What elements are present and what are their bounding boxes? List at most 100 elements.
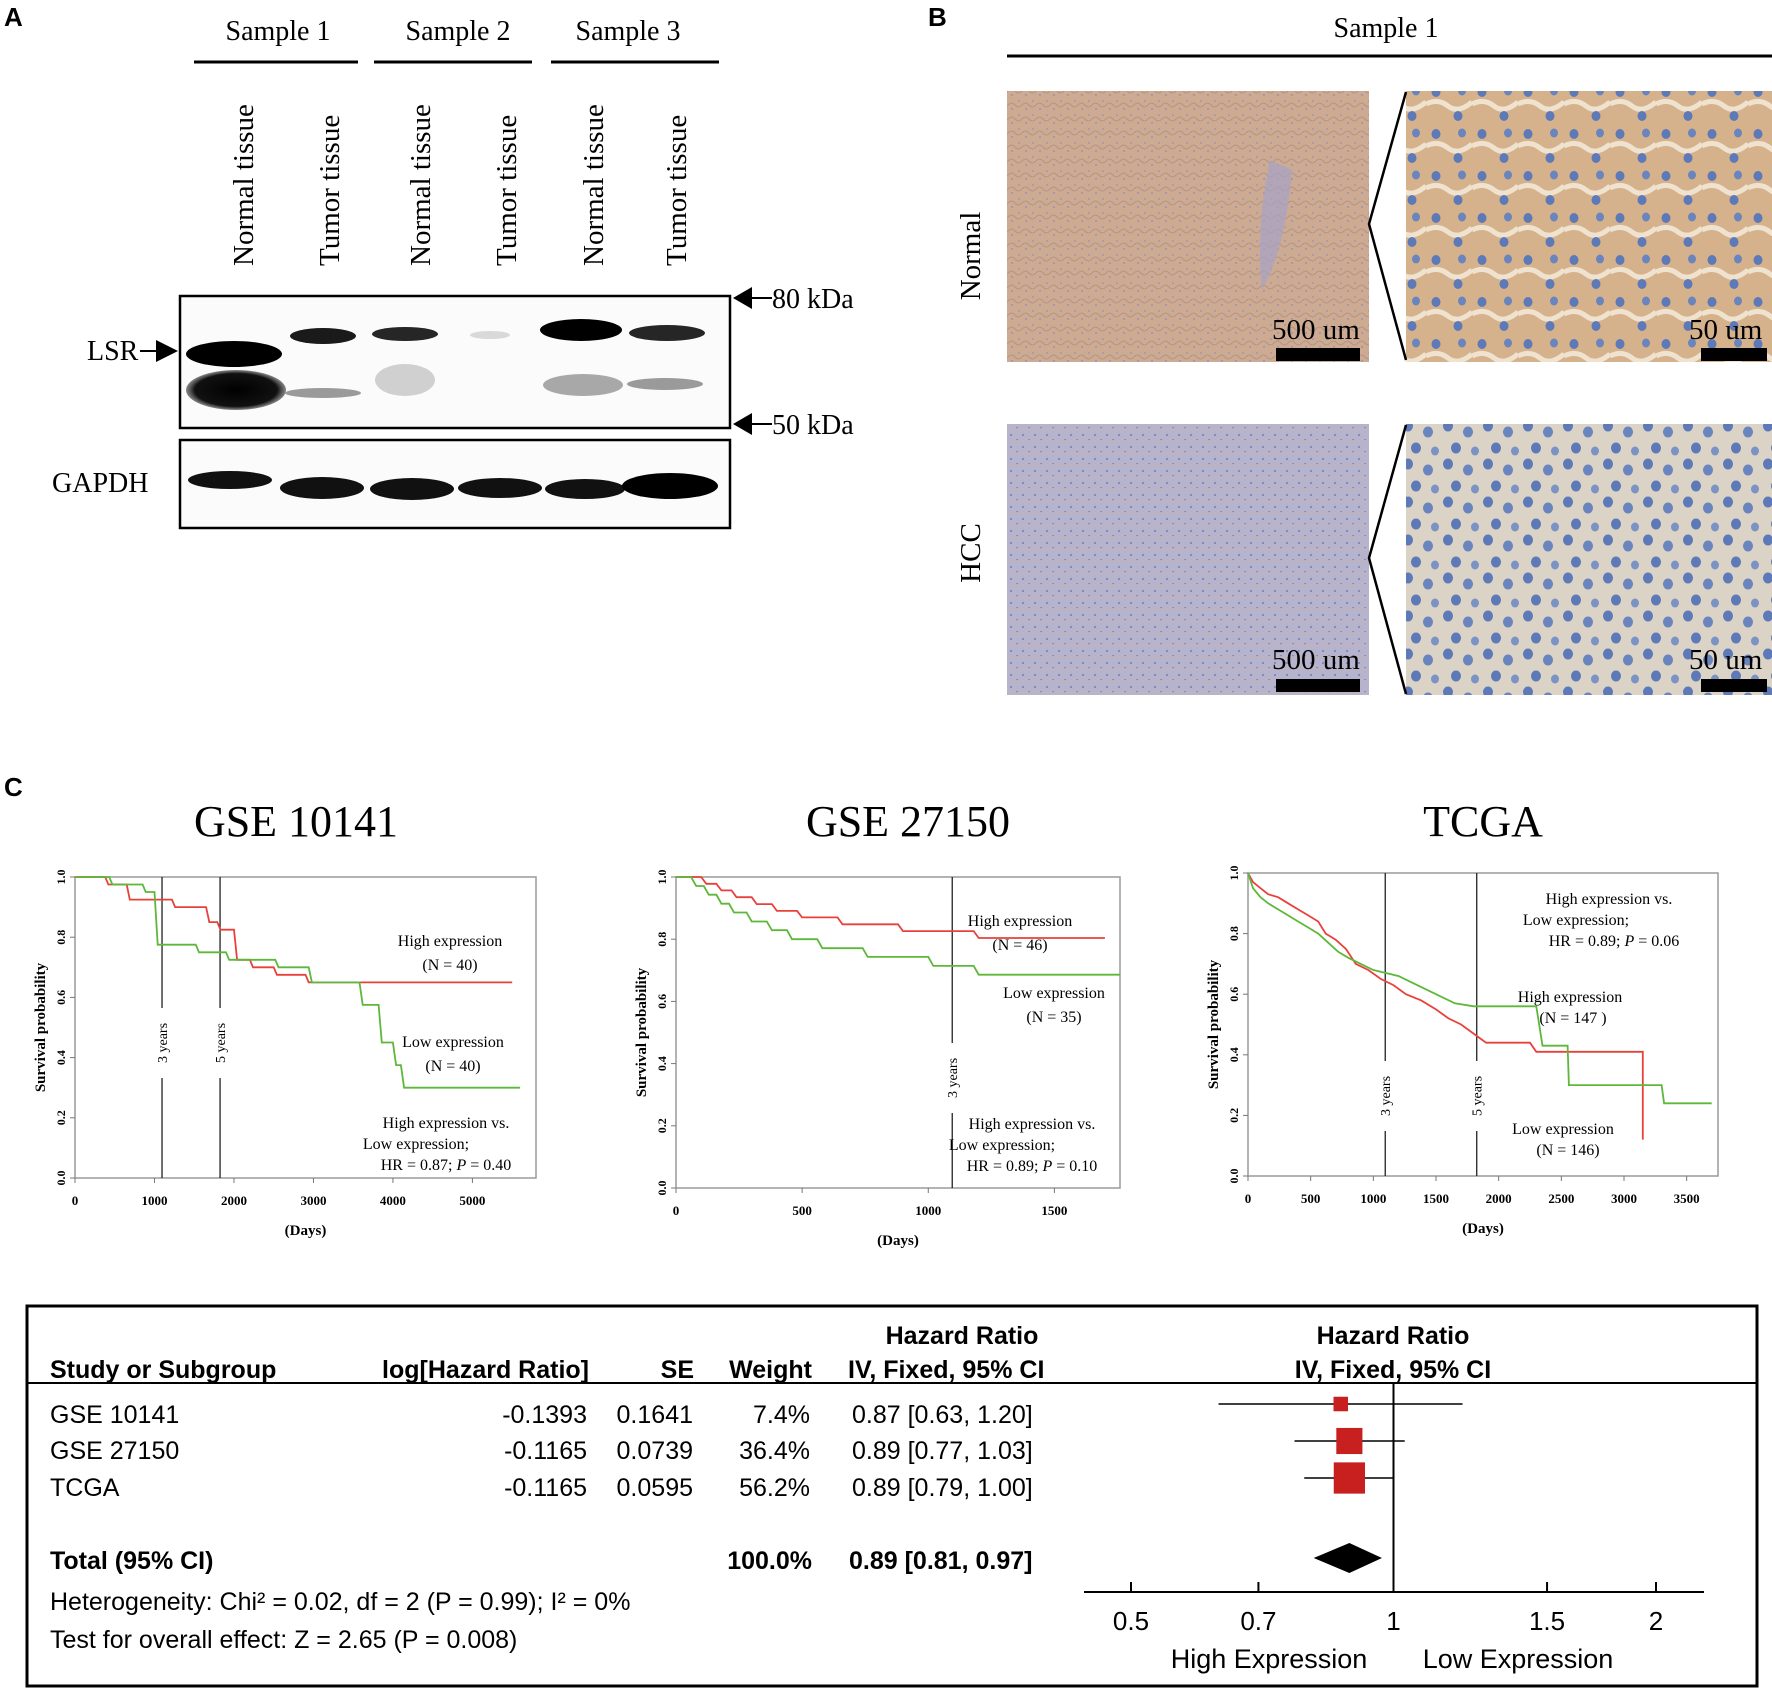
km-ytick-label: 0.6 — [54, 990, 68, 1005]
km-ytick-label: 0.4 — [1227, 1047, 1241, 1062]
km-ytick-label: 0.2 — [655, 1118, 669, 1133]
km-xtick-label: 500 — [792, 1203, 812, 1218]
marker-80-arrow-head — [733, 287, 752, 309]
km-legend-label: Low expression — [402, 1034, 504, 1051]
km-xtick-label: 3500 — [1674, 1191, 1700, 1206]
kaplan-meier-plots: GSE 10141 0.0 0.2 0.4 0.6 0.8 1.0 0 1000 2000 3000… — [33, 797, 1719, 1249]
marker-80-label: 80 kDa — [772, 284, 854, 315]
forest-row-1-study: GSE 10141 — [50, 1401, 179, 1429]
km-year-label: 3 years — [1379, 1076, 1394, 1116]
panel-b-ihc: B Sample 1 Normal HCC 500 um 50 um 500 u… — [928, 2, 1772, 695]
forest-axis-tick-label: 1 — [1386, 1606, 1400, 1636]
scalebar-normal-low — [1276, 348, 1360, 361]
km-xtick-label: 5000 — [459, 1193, 485, 1208]
km-ylabel: Survival probability — [634, 967, 650, 1097]
km-legend-label: High expression — [398, 933, 502, 950]
lane-label-5: Normal tissue — [578, 104, 610, 266]
forest-heterogeneity: Heterogeneity: Chi² = 0.02, df = 2 (P = … — [50, 1588, 630, 1616]
forest-row-1-se: 0.1641 — [617, 1401, 693, 1429]
km-year-label: 3 years — [156, 1023, 171, 1063]
forest-row-2-weight: 36.4% — [739, 1437, 810, 1465]
forest-plot-area: 0.5 0.7 1 1.5 2 — [1084, 1383, 1704, 1636]
forest-total-weight: 100.0% — [727, 1547, 812, 1575]
sample-3-label: Sample 3 — [576, 16, 681, 47]
scalebar-hcc-low-label: 500 um — [1272, 644, 1360, 676]
km-ylabel: Survival probability — [33, 962, 49, 1092]
km-stats-line3: HR = 0.87; P = 0.40 — [381, 1157, 512, 1174]
km-stats-line3: HR = 0.89; P = 0.10 — [967, 1158, 1098, 1175]
lsr-arrow-head — [156, 340, 178, 362]
ihc-row-label-normal: Normal — [955, 212, 987, 301]
forest-row-2-se: 0.0739 — [617, 1437, 693, 1465]
km-plot-2: GSE 27150 0.0 0.2 0.4 0.6 0.8 1.0 0 500 1000 1500 (… — [634, 797, 1121, 1249]
km-stats-line1: High expression vs. — [383, 1115, 510, 1132]
lsr-blot — [178, 294, 732, 430]
forest-total-diamond — [1313, 1543, 1382, 1573]
forest-row-2-loghr: -0.1165 — [504, 1437, 587, 1465]
band-lsr-lane3 — [372, 327, 438, 341]
km-xtick-label: 2500 — [1548, 1191, 1574, 1206]
km-xtick-label: 2000 — [1486, 1191, 1512, 1206]
km-series-high — [676, 876, 1105, 939]
scalebar-hcc-low — [1276, 679, 1360, 692]
km-legend-label: Low expression — [1512, 1121, 1614, 1138]
forest-header-se: SE — [661, 1356, 694, 1384]
lane-label-3: Normal tissue — [405, 104, 437, 266]
ihc-sample-label: Sample 1 — [1334, 13, 1439, 44]
km-ytick-label: 0.0 — [54, 1171, 68, 1186]
km-year-label: 5 years — [214, 1023, 229, 1063]
band-lsr-lane5-lower — [543, 374, 623, 396]
km-ytick-label: 0.4 — [655, 1056, 669, 1071]
km-xtick-label: 500 — [1301, 1191, 1321, 1206]
forest-header-hr-plot: Hazard Ratio — [1317, 1322, 1470, 1350]
forest-total-ci: 0.89 [0.81, 0.97] — [849, 1547, 1032, 1575]
km-xtick-label: 0 — [1245, 1191, 1252, 1206]
marker-50-label: 50 kDa — [772, 410, 854, 441]
km-stats-line2: Low expression; — [949, 1137, 1055, 1154]
km-xlabel: (Days) — [1462, 1221, 1504, 1237]
km-ytick-label: 0.0 — [655, 1181, 669, 1196]
ihc-hcc-low-mag — [1007, 424, 1369, 695]
km-legend-n: (N = 146) — [1536, 1142, 1599, 1159]
band-gapdh-lane1 — [188, 471, 272, 489]
km-xlabel: (Days) — [877, 1233, 919, 1249]
km-series-low — [75, 876, 521, 1089]
km-ytick-label: 0.6 — [1227, 987, 1241, 1002]
km-xlabel: (Days) — [285, 1223, 327, 1239]
forest-row-1-loghr: -0.1393 — [502, 1401, 587, 1429]
km-ytick-label: 0.2 — [1227, 1108, 1241, 1123]
panel-label-b: B — [928, 2, 947, 32]
km-year-label: 3 years — [946, 1058, 961, 1098]
forest-plot: Hazard Ratio Hazard Ratio Study or Subgr… — [25, 1304, 1759, 1688]
forest-axis-tick-label: 1.5 — [1529, 1606, 1565, 1636]
km-title: GSE 27150 — [806, 797, 1010, 846]
km-legend-label: Low expression — [1003, 985, 1105, 1002]
km-ytick-label: 0.8 — [54, 930, 68, 945]
km-ytick-label: 0.6 — [655, 994, 669, 1009]
band-lsr-lane1-upper — [186, 341, 282, 367]
lane-label-1: Normal tissue — [228, 104, 260, 266]
ihc-normal-low-mag — [1007, 91, 1369, 362]
km-series-low — [1247, 872, 1712, 1105]
forest-row-2-ci: 0.89 [0.77, 1.03] — [852, 1437, 1033, 1465]
km-plot-3: TCGA 0.0 0.2 0.4 0.6 0.8 1.0 0 500 1000 1500 2000 25… — [1206, 797, 1719, 1237]
forest-overall-effect: Test for overall effect: Z = 2.65 (P = 0… — [50, 1626, 517, 1654]
scalebar-normal-low-label: 500 um — [1272, 314, 1360, 346]
km-plot-frame — [675, 876, 1121, 1189]
scalebar-normal-high-label: 50 um — [1689, 314, 1763, 346]
forest-axis-tick-label: 0.7 — [1240, 1606, 1276, 1636]
km-ytick-label: 1.0 — [1227, 866, 1241, 881]
lsr-row-label: LSR — [87, 336, 139, 367]
forest-total-label: Total (95% CI) — [50, 1547, 213, 1575]
km-legend-n: (N = 46) — [992, 937, 1047, 954]
lane-label-2: Tumor tissue — [314, 115, 346, 266]
lane-label-4: Tumor tissue — [491, 115, 523, 266]
forest-row-3-loghr: -0.1165 — [504, 1474, 587, 1502]
panel-a-western-blot: A Sample 1 Sample 2 Sample 3 Normal tiss… — [4, 2, 854, 530]
km-stats-line3: HR = 0.89; P = 0.06 — [1549, 933, 1680, 950]
forest-marker-3 — [1333, 1462, 1365, 1494]
km-ytick-label: 0.2 — [54, 1110, 68, 1125]
sample-1-label: Sample 1 — [226, 16, 331, 47]
km-ytick-label: 0.0 — [1227, 1169, 1241, 1184]
scalebar-hcc-high — [1701, 679, 1767, 692]
